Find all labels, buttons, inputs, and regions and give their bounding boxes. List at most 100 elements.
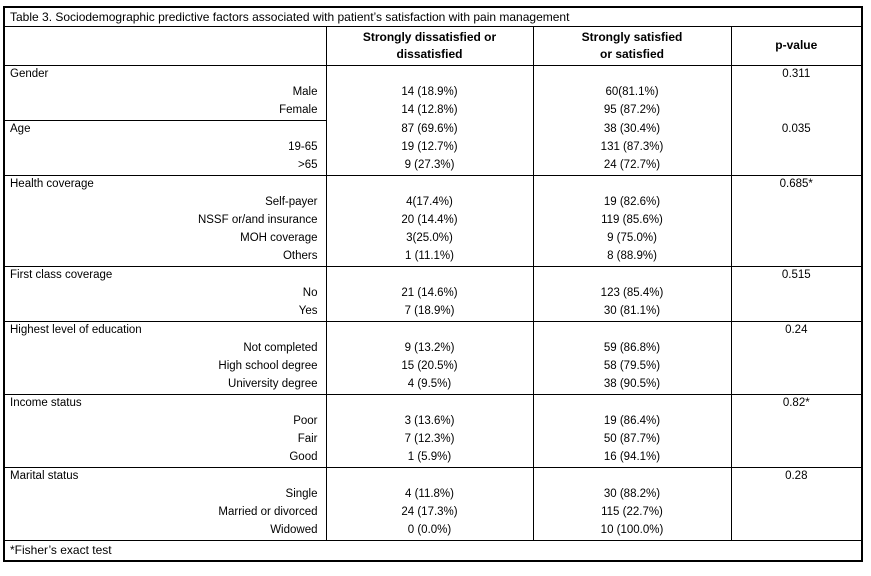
item-row: High school degree 15 (20.5%) 58 (79.5%) bbox=[4, 358, 863, 376]
p-value-cell bbox=[730, 358, 863, 376]
item-row: No 21 (14.6%) 123 (85.4%) bbox=[4, 285, 863, 303]
item-label-cell: No bbox=[302, 287, 318, 300]
item-row: Single 4 (11.8%) 30 (88.2%) bbox=[4, 486, 863, 504]
header-label-column bbox=[4, 26, 326, 66]
satisfied-value-cell: 30 (81.1%) bbox=[532, 303, 731, 322]
satisfied-value-cell bbox=[532, 65, 731, 84]
item-label-cell: University degree bbox=[228, 378, 318, 391]
satisfied-value-cell: 9 (75.0%) bbox=[532, 230, 731, 248]
item-row: Poor 3 (13.6%) 19 (86.4%) bbox=[4, 413, 863, 431]
dissatisfied-value-cell: 0 (0.0%) bbox=[325, 522, 533, 541]
dissatisfied-value-cell bbox=[325, 321, 533, 340]
item-row: 19-65 19 (12.7%) 131 (87.3%) bbox=[4, 139, 863, 157]
dissatisfied-value-cell: 15 (20.5%) bbox=[325, 358, 533, 376]
header-dissatisfied-line2: dissatisfied bbox=[396, 47, 463, 61]
item-label-cell: Married or divorced bbox=[218, 506, 318, 519]
dissatisfied-value-cell: 3 (13.6%) bbox=[325, 413, 533, 431]
item-label-cell: Poor bbox=[293, 415, 318, 428]
section-label-row: Marital status 0.28 bbox=[4, 467, 863, 486]
table-title-row: Table 3. Sociodemographic predictive fac… bbox=[4, 7, 863, 27]
item-row: Self-payer 4(17.4%) 19 (82.6%) bbox=[4, 194, 863, 212]
item-row: University degree 4 (9.5%) 38 (90.5%) bbox=[4, 376, 863, 395]
item-label-cell: Self-payer bbox=[265, 196, 318, 209]
satisfied-value-cell: 60(81.1%) bbox=[532, 84, 731, 102]
item-row: Not completed 9 (13.2%) 59 (86.8%) bbox=[4, 340, 863, 358]
header-dissatisfied-column: Strongly dissatisfied or dissatisfied bbox=[325, 26, 533, 66]
satisfied-value-cell: 16 (94.1%) bbox=[532, 449, 731, 468]
section-label-row: Age 87 (69.6%) 38 (30.4%) 0.035 bbox=[4, 120, 863, 139]
p-value-cell: 0.685* bbox=[730, 175, 863, 194]
dissatisfied-value-cell: 9 (27.3%) bbox=[325, 157, 533, 176]
satisfied-value-cell: 50 (87.7%) bbox=[532, 431, 731, 449]
satisfied-value-cell: 58 (79.5%) bbox=[532, 358, 731, 376]
dissatisfied-value-cell bbox=[325, 175, 533, 194]
dissatisfied-value-cell: 1 (11.1%) bbox=[325, 248, 533, 267]
p-value-cell: 0.515 bbox=[730, 266, 863, 285]
item-row: Male 14 (18.9%) 60(81.1%) bbox=[4, 84, 863, 102]
table-header-row: Strongly dissatisfied or dissatisfied St… bbox=[4, 26, 863, 66]
section-label-cell: Marital status bbox=[4, 467, 326, 486]
p-value-cell bbox=[730, 449, 863, 468]
p-value-cell: 0.311 bbox=[730, 65, 863, 84]
satisfied-value-cell bbox=[532, 394, 731, 413]
dissatisfied-value-cell: 3(25.0%) bbox=[325, 230, 533, 248]
section-label-cell: Gender bbox=[10, 68, 49, 81]
dissatisfied-value-cell: 87 (69.6%) bbox=[325, 120, 533, 139]
satisfied-value-cell: 95 (87.2%) bbox=[532, 102, 731, 121]
p-value-cell: 0.82* bbox=[730, 394, 863, 413]
satisfied-value-cell: 131 (87.3%) bbox=[532, 139, 731, 157]
item-label-cell: Male bbox=[292, 86, 318, 99]
p-value-cell bbox=[730, 230, 863, 248]
dissatisfied-value-cell: 14 (18.9%) bbox=[325, 84, 533, 102]
p-value-cell bbox=[730, 504, 863, 522]
satisfied-value-cell: 10 (100.0%) bbox=[532, 522, 731, 541]
dissatisfied-value-cell: 20 (14.4%) bbox=[325, 212, 533, 230]
dissatisfied-value-cell: 1 (5.9%) bbox=[325, 449, 533, 468]
section-label-row: Gender 0.311 bbox=[4, 65, 863, 84]
item-label-cell: 19-65 bbox=[288, 141, 318, 154]
satisfied-value-cell: 19 (86.4%) bbox=[532, 413, 731, 431]
satisfied-value-cell bbox=[532, 175, 731, 194]
p-value-cell: 0.035 bbox=[730, 120, 863, 139]
item-label-cell: Others bbox=[282, 250, 318, 263]
dissatisfied-value-cell: 4 (11.8%) bbox=[325, 486, 533, 504]
item-label-cell: Single bbox=[285, 488, 318, 501]
p-value-cell bbox=[730, 340, 863, 358]
satisfied-value-cell: 38 (90.5%) bbox=[532, 376, 731, 395]
item-row: Married or divorced 24 (17.3%) 115 (22.7%) bbox=[4, 504, 863, 522]
p-value-cell bbox=[730, 522, 863, 541]
dissatisfied-value-cell: 4(17.4%) bbox=[325, 194, 533, 212]
item-row: Female 14 (12.8%) 95 (87.2%) bbox=[4, 102, 863, 121]
p-value-cell bbox=[730, 102, 863, 121]
item-row: Yes 7 (18.9%) 30 (81.1%) bbox=[4, 303, 863, 322]
item-label-cell: MOH coverage bbox=[240, 232, 318, 245]
header-satisfied-column: Strongly satisfied or satisfied bbox=[532, 26, 731, 66]
table-title: Table 3. Sociodemographic predictive fac… bbox=[4, 7, 863, 27]
satisfied-value-cell: 115 (22.7%) bbox=[532, 504, 731, 522]
p-value-cell bbox=[730, 486, 863, 504]
item-label-cell: Yes bbox=[298, 305, 318, 318]
dissatisfied-value-cell: 4 (9.5%) bbox=[325, 376, 533, 395]
satisfied-value-cell: 119 (85.6%) bbox=[532, 212, 731, 230]
section-label-cell: Age bbox=[4, 120, 326, 139]
p-value-cell bbox=[730, 212, 863, 230]
header-dissatisfied-line1: Strongly dissatisfied or bbox=[362, 29, 497, 44]
item-row: NSSF or/and insurance 20 (14.4%) 119 (85.6… bbox=[4, 212, 863, 230]
p-value-cell bbox=[730, 194, 863, 212]
section-label-row: Highest level of education 0.24 bbox=[4, 321, 863, 340]
item-row: MOH coverage 3(25.0%) 9 (75.0%) bbox=[4, 230, 863, 248]
item-label-cell: High school degree bbox=[218, 360, 318, 373]
dissatisfied-value-cell: 19 (12.7%) bbox=[325, 139, 533, 157]
item-label-cell: Not completed bbox=[243, 342, 318, 355]
satisfied-value-cell bbox=[532, 467, 731, 486]
table-footnote-row: *Fisher’s exact test bbox=[4, 540, 863, 561]
dissatisfied-value-cell: 21 (14.6%) bbox=[325, 285, 533, 303]
p-value-cell bbox=[730, 248, 863, 267]
dissatisfied-value-cell: 14 (12.8%) bbox=[325, 102, 533, 121]
satisfied-value-cell: 24 (72.7%) bbox=[532, 157, 731, 176]
section-label-cell: Highest level of education bbox=[4, 321, 326, 340]
p-value-cell: 0.24 bbox=[730, 321, 863, 340]
item-row: Widowed 0 (0.0%) 10 (100.0%) bbox=[4, 522, 863, 541]
p-value-cell bbox=[730, 84, 863, 102]
